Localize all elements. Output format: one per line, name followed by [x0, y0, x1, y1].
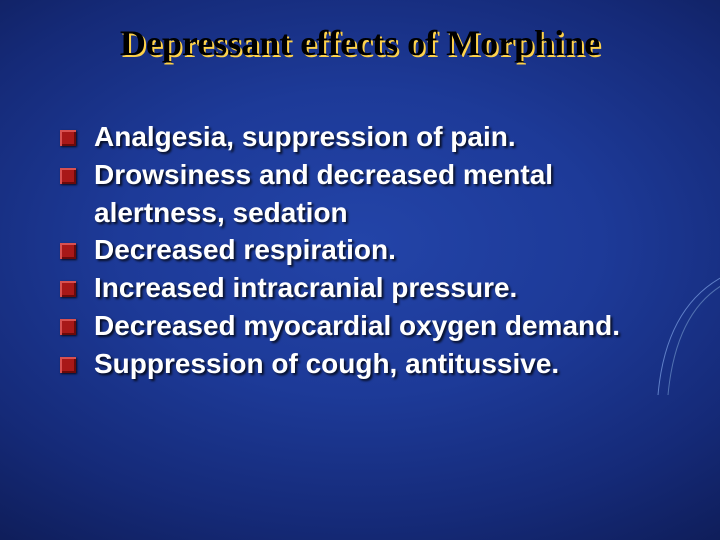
list-item: Increased intracranial pressure. [60, 269, 660, 307]
list-item: Drowsiness and decreased mental alertnes… [60, 156, 660, 232]
title-container: Depressant effects of Morphine [50, 24, 670, 64]
bullet-list: Analgesia, suppression of pain. Drowsine… [60, 118, 660, 383]
slide-title: Depressant effects of Morphine [50, 24, 670, 64]
list-item: Decreased myocardial oxygen demand. [60, 307, 660, 345]
slide-body: Analgesia, suppression of pain. Drowsine… [60, 118, 660, 383]
list-item: Analgesia, suppression of pain. [60, 118, 660, 156]
list-item: Decreased respiration. [60, 231, 660, 269]
decorative-arc-icon [656, 275, 720, 395]
list-item: Suppression of cough, antitussive. [60, 345, 660, 383]
slide: Depressant effects of Morphine Analgesia… [0, 0, 720, 540]
